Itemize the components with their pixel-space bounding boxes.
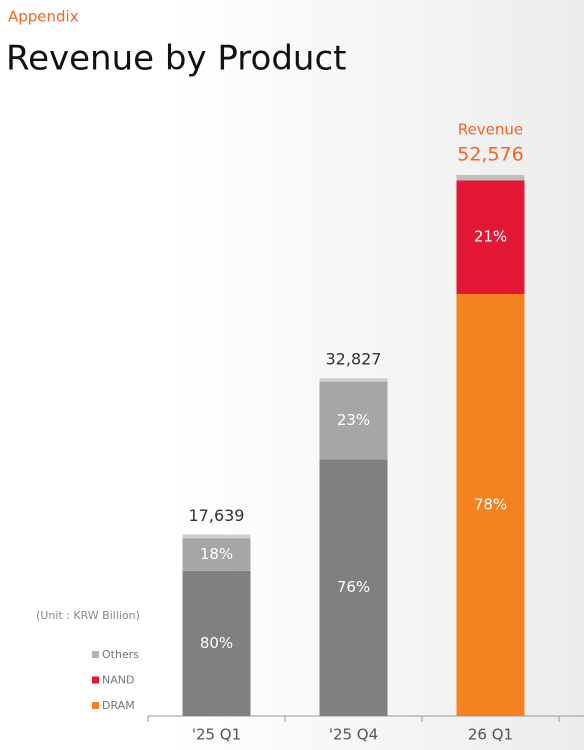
- bar-segment: [182, 538, 251, 571]
- total-label: 32,827: [326, 350, 382, 369]
- total-label: 52,576: [457, 144, 523, 166]
- bar-segment: [319, 459, 388, 716]
- bar-segment: [182, 570, 251, 716]
- x-tick-label: '25 Q1: [192, 726, 241, 744]
- x-tick-label: '25 Q4: [329, 726, 378, 744]
- legend-swatch: [92, 702, 99, 709]
- value-label: 80%: [200, 634, 233, 652]
- bar-segment: [456, 180, 525, 295]
- bar-segment: [456, 294, 525, 716]
- value-label: 18%: [200, 545, 233, 563]
- legend-swatch: [92, 676, 99, 684]
- bar-segment: [456, 175, 525, 181]
- bar-segment: [319, 378, 388, 382]
- legend-swatch: [92, 651, 99, 658]
- legend-label: Others: [102, 648, 139, 661]
- value-label: 76%: [337, 578, 370, 596]
- value-label: 23%: [337, 411, 370, 429]
- annotation: Revenue: [458, 121, 523, 139]
- value-label: 21%: [474, 228, 507, 246]
- bar-segment: [182, 534, 251, 539]
- bar-segment: [319, 381, 388, 460]
- total-label: 17,639: [189, 506, 245, 525]
- legend-label: DRAM: [102, 699, 135, 712]
- legend-label: NAND: [102, 674, 134, 687]
- chart-title: Revenue by Product: [6, 39, 346, 79]
- x-tick-label: 26 Q1: [468, 726, 513, 744]
- pretitle: Appendix: [8, 8, 79, 26]
- unit-note: (Unit : KRW Billion): [36, 609, 140, 622]
- value-label: 78%: [474, 496, 507, 514]
